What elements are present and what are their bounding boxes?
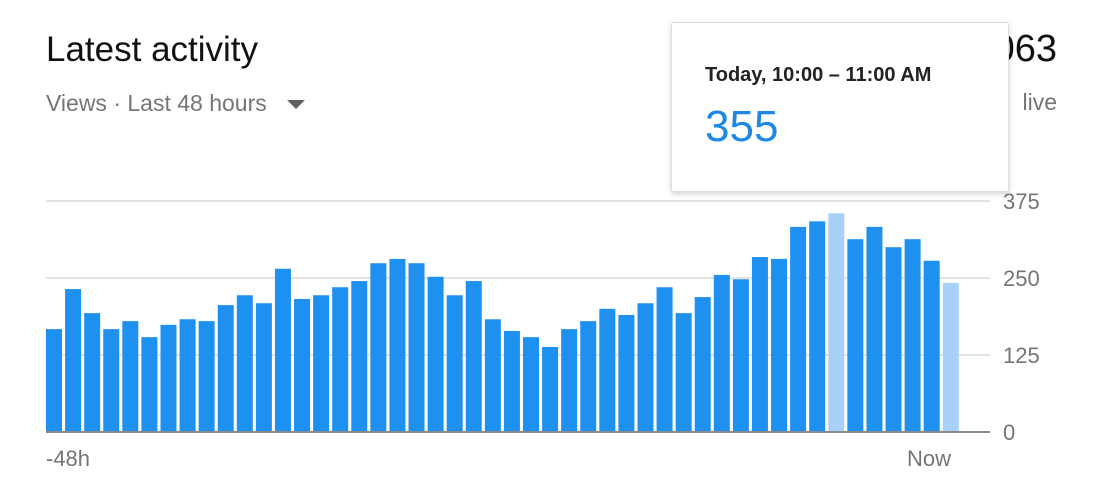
- bar: [160, 324, 177, 432]
- bar: [408, 263, 425, 432]
- bar: [847, 239, 864, 432]
- bar: [694, 297, 711, 432]
- bar: [503, 330, 520, 432]
- bar: [484, 319, 501, 432]
- bar: [542, 346, 559, 432]
- page-title: Latest activity: [46, 30, 259, 69]
- bar: [313, 295, 330, 432]
- bar: [103, 329, 120, 432]
- bar: [637, 303, 654, 432]
- bar: [446, 295, 463, 432]
- tooltip-value: 355: [705, 102, 779, 151]
- bar: [255, 303, 272, 432]
- caret-down-icon: [286, 100, 305, 109]
- bar: [332, 287, 349, 432]
- x-tick-label-start: -48h: [46, 446, 90, 471]
- bar: [809, 221, 826, 432]
- bar: [351, 281, 368, 432]
- bar: [274, 268, 291, 432]
- bar: [84, 313, 101, 432]
- x-tick-label-end: Now: [907, 446, 951, 471]
- bar: [790, 226, 807, 432]
- bar: [122, 321, 139, 432]
- y-tick-label: 125: [1003, 343, 1040, 368]
- bar: [65, 289, 82, 432]
- bar: [580, 321, 597, 432]
- bar: [828, 213, 845, 432]
- bar: [217, 305, 234, 432]
- metric-period-label: Views · Last 48 hours: [46, 90, 267, 116]
- bar: [885, 247, 902, 432]
- metric-period-dropdown[interactable]: Views · Last 48 hours: [46, 90, 305, 117]
- bar: [389, 258, 406, 432]
- bar: [236, 295, 253, 432]
- bar: [751, 257, 768, 432]
- bar: [427, 276, 444, 432]
- bar: [732, 279, 749, 432]
- y-tick-label: 250: [1003, 266, 1040, 291]
- bar: [771, 258, 788, 432]
- bar: [618, 314, 635, 432]
- bar: [46, 329, 62, 432]
- bar: [923, 260, 940, 432]
- bar: [179, 319, 196, 432]
- bar: [523, 337, 539, 432]
- bar: [675, 313, 692, 432]
- bar: [713, 274, 730, 432]
- bar: [294, 298, 311, 432]
- bar: [198, 321, 215, 432]
- bar: [370, 263, 387, 432]
- bar: [599, 308, 616, 432]
- stat-label: live: [1022, 89, 1057, 115]
- bar: [656, 287, 673, 432]
- bar: [141, 337, 158, 432]
- bar: [465, 281, 482, 432]
- bar: [866, 226, 883, 432]
- y-tick-label: 375: [1003, 189, 1040, 214]
- y-tick-label: 0: [1003, 420, 1015, 445]
- bar-tooltip: Today, 10:00 – 11:00 AM 355: [671, 22, 1009, 192]
- bar: [561, 329, 578, 432]
- bar: [904, 239, 921, 432]
- tooltip-title: Today, 10:00 – 11:00 AM: [705, 64, 932, 86]
- bar: [942, 282, 959, 432]
